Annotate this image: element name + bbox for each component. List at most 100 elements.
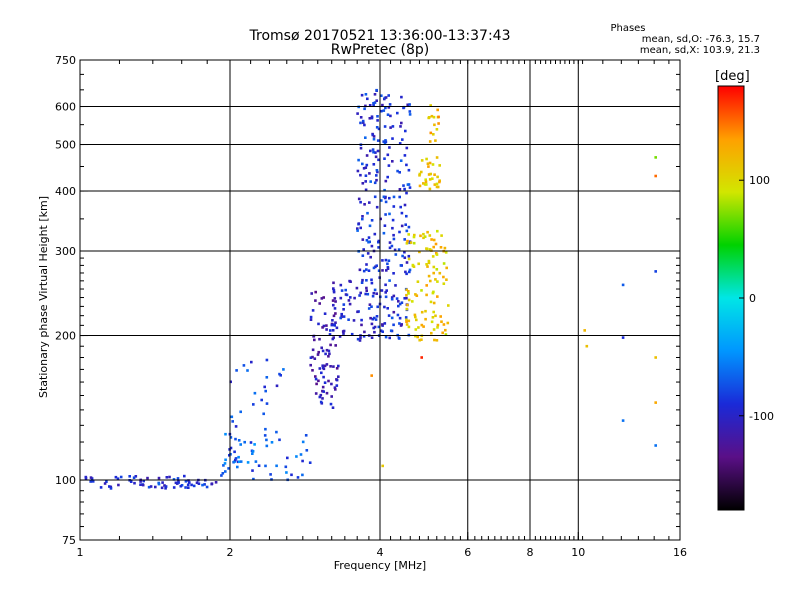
data-point <box>361 162 364 166</box>
data-point <box>396 169 399 173</box>
data-point <box>409 241 413 244</box>
data-point <box>264 427 267 431</box>
data-point <box>432 245 435 249</box>
data-point <box>358 268 362 272</box>
data-point <box>231 420 234 423</box>
data-point <box>359 121 362 125</box>
data-point <box>296 476 300 479</box>
data-point <box>418 338 421 342</box>
data-point <box>401 254 404 258</box>
data-point <box>264 464 267 468</box>
data-point <box>383 188 386 192</box>
data-point <box>227 467 230 470</box>
data-point <box>433 173 436 176</box>
data-point <box>381 323 384 326</box>
colorbar-tick-label: -100 <box>749 410 774 423</box>
data-point <box>84 475 88 479</box>
data-point <box>383 224 387 227</box>
data-point <box>322 296 325 299</box>
data-point <box>399 324 403 327</box>
data-point <box>349 296 352 299</box>
data-point <box>384 195 387 199</box>
data-points <box>84 88 657 490</box>
data-point <box>388 246 392 250</box>
data-point <box>430 331 433 335</box>
data-point <box>311 309 315 312</box>
axis-ticks: 1 2 4 6 8 10 16 75 100 200 300 400 500 600 750 <box>55 54 687 559</box>
data-point <box>428 187 432 191</box>
x-tick-label: 2 <box>227 546 234 559</box>
data-point <box>429 131 433 135</box>
data-point <box>403 238 406 241</box>
data-point <box>404 316 408 319</box>
data-point <box>174 481 178 485</box>
data-point <box>142 479 145 483</box>
data-point <box>373 195 377 199</box>
data-point <box>344 288 347 292</box>
data-point <box>361 215 364 218</box>
data-point <box>119 475 123 479</box>
data-point <box>444 333 448 336</box>
data-point <box>160 486 164 490</box>
data-point <box>384 200 388 204</box>
data-point <box>238 460 241 463</box>
data-point <box>384 179 388 183</box>
data-point <box>442 282 446 285</box>
data-point <box>327 379 330 383</box>
data-point <box>187 486 190 489</box>
phases-o-stats: mean, sd,O: -76.3, 15.7 <box>641 34 760 45</box>
data-point <box>392 205 396 208</box>
data-point <box>334 388 337 391</box>
data-point <box>400 224 404 228</box>
data-point <box>398 142 402 145</box>
data-point <box>172 478 176 481</box>
data-point <box>436 295 439 298</box>
data-point <box>334 344 337 347</box>
data-point <box>372 163 376 166</box>
data-point <box>432 271 435 275</box>
phases-x-stats: mean, sd,X: 103.9, 21.3 <box>639 45 760 56</box>
colorbar-unit: [deg] <box>715 69 750 84</box>
data-point <box>435 268 439 271</box>
data-point <box>234 458 237 462</box>
data-point <box>424 178 427 181</box>
data-point <box>379 217 382 221</box>
data-point <box>214 481 218 484</box>
data-point <box>318 302 321 305</box>
data-point <box>373 93 377 96</box>
data-point <box>139 483 142 486</box>
data-point <box>325 348 329 352</box>
data-point <box>427 173 431 176</box>
data-point <box>398 316 402 320</box>
data-point <box>436 175 439 179</box>
data-point <box>434 278 437 281</box>
data-point <box>426 230 429 234</box>
data-point <box>390 297 394 301</box>
data-point <box>383 322 387 325</box>
data-point <box>374 318 378 321</box>
data-point <box>442 323 446 326</box>
data-point <box>332 281 335 285</box>
data-point <box>229 446 233 450</box>
data-point <box>377 269 381 272</box>
data-point <box>406 183 410 186</box>
data-point <box>405 320 408 323</box>
data-point <box>621 283 625 287</box>
data-point <box>323 381 327 384</box>
data-point <box>386 153 390 157</box>
data-point <box>251 452 254 455</box>
data-point <box>114 475 118 479</box>
data-point <box>430 114 434 118</box>
phases-label: Phases <box>610 23 646 34</box>
data-point <box>360 323 363 327</box>
data-point <box>391 160 394 163</box>
data-point <box>319 393 323 397</box>
data-point <box>435 128 439 131</box>
data-point <box>388 241 392 244</box>
data-point <box>443 246 447 250</box>
data-point <box>368 201 371 204</box>
data-point <box>314 375 317 378</box>
data-point <box>398 195 401 199</box>
data-point <box>386 267 390 270</box>
data-point <box>434 242 438 246</box>
